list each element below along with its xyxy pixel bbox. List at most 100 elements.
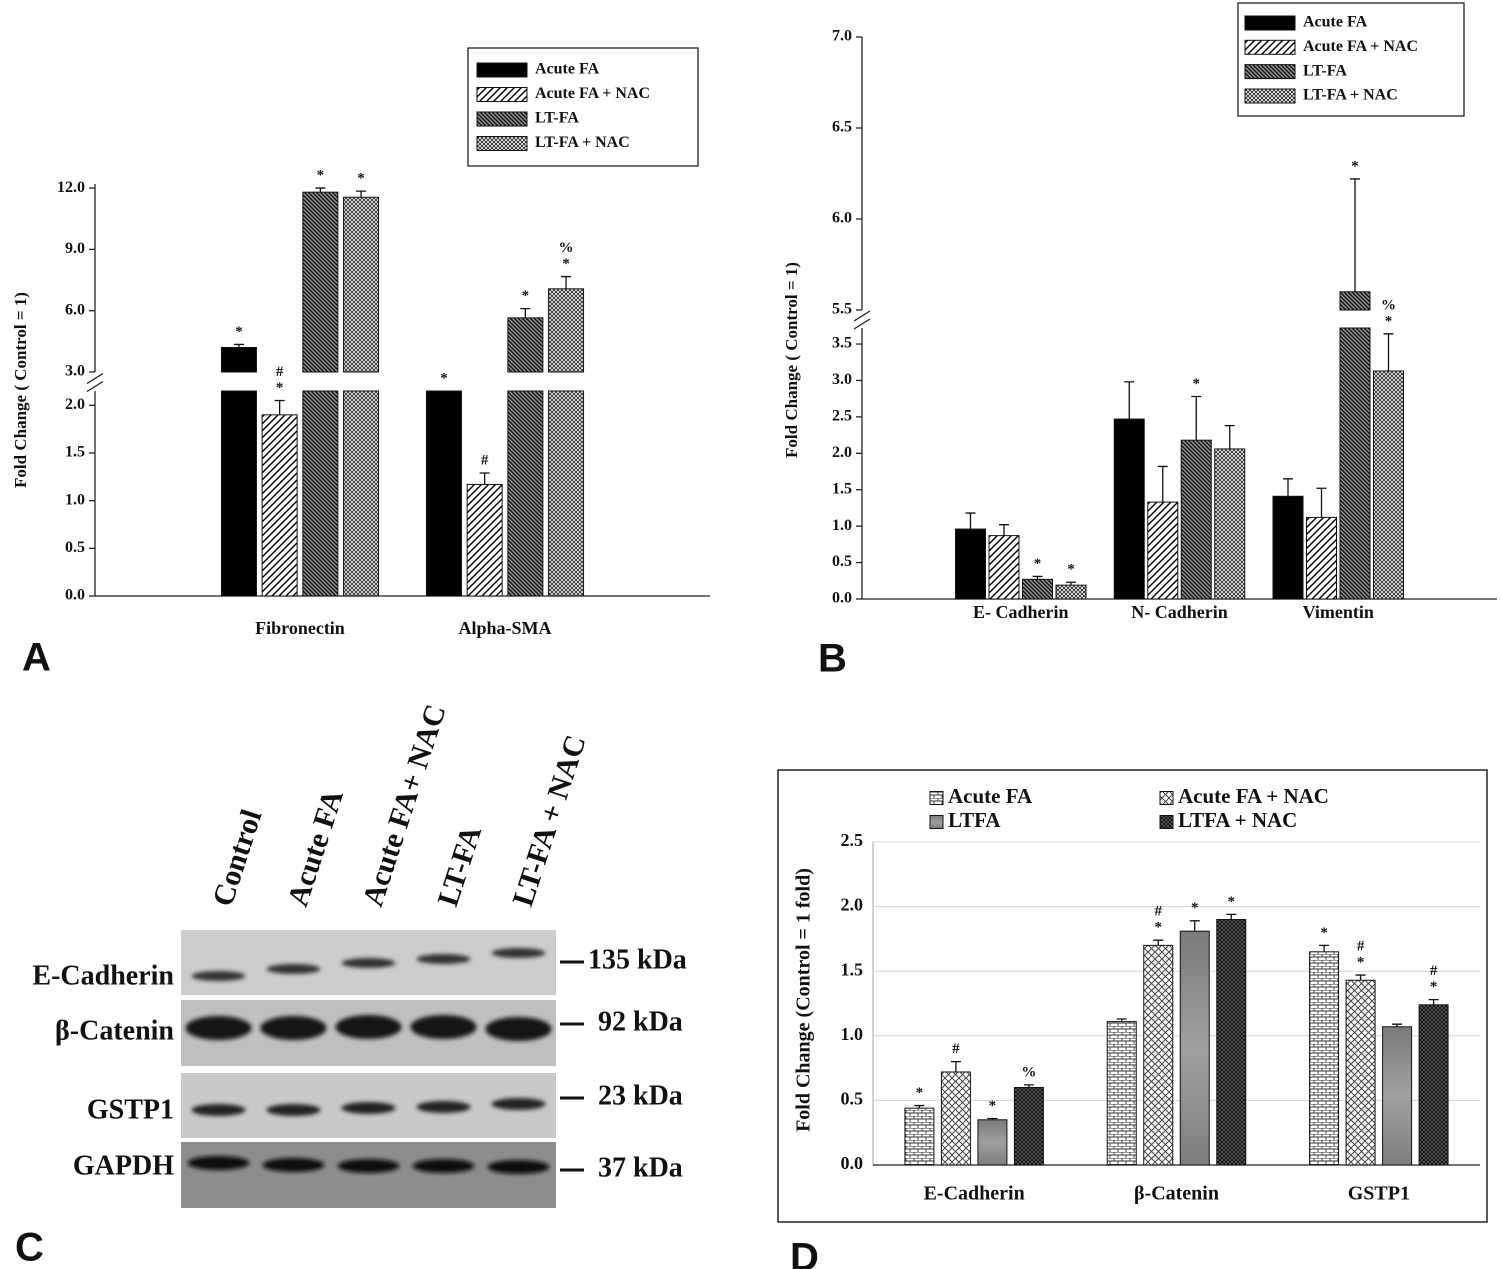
band xyxy=(416,1101,471,1113)
bar xyxy=(1339,291,1371,311)
y-tick-label: 0.0 xyxy=(832,590,852,607)
significance-mark: * xyxy=(317,168,325,184)
y-tick-label: 6.0 xyxy=(832,210,852,227)
bar xyxy=(1339,327,1371,600)
error-bar xyxy=(1350,178,1360,292)
significance-mark: # xyxy=(1155,904,1163,920)
y-tick-label: 6.5 xyxy=(832,119,852,136)
bar xyxy=(302,390,339,597)
significance-mark: * xyxy=(1351,158,1359,174)
legend-label: Acute FA xyxy=(535,61,600,78)
error-bar xyxy=(1032,575,1043,580)
error-bar xyxy=(1066,581,1076,586)
axis-break xyxy=(853,310,871,330)
bar xyxy=(548,288,585,373)
bar xyxy=(904,1107,935,1166)
error-bar xyxy=(1023,1084,1034,1088)
x-tick-label: N- Cadherin xyxy=(1131,602,1228,622)
legend-label: Acute FA xyxy=(1303,14,1368,31)
significance-mark: % xyxy=(1381,297,1396,313)
marker-label: 37 kDa xyxy=(598,1152,683,1183)
y-tick-label: 12.0 xyxy=(57,179,85,196)
x-tick-label: Alpha-SMA xyxy=(458,618,551,638)
significance-mark: * xyxy=(522,288,530,304)
panel-label: B xyxy=(818,637,847,681)
band xyxy=(191,971,246,981)
blot-strip xyxy=(181,1142,556,1208)
band xyxy=(260,1016,327,1040)
error-bar xyxy=(520,308,531,318)
lane-label: LT-FA xyxy=(431,822,488,911)
error-bar xyxy=(1153,939,1164,946)
error-bar xyxy=(1383,333,1394,371)
legend-swatch xyxy=(929,815,944,829)
y-tick-label: 7.0 xyxy=(832,28,852,45)
bar xyxy=(1418,1004,1449,1166)
bar xyxy=(977,1119,1008,1166)
bar xyxy=(988,535,1020,600)
y-tick-label: 3.0 xyxy=(832,371,852,388)
error-bar xyxy=(1189,920,1200,932)
marker-label: 92 kDa xyxy=(598,1006,683,1037)
band xyxy=(487,1160,550,1174)
bar xyxy=(507,390,544,597)
bar xyxy=(1180,439,1212,600)
bar xyxy=(1214,448,1246,600)
significance-mark: * xyxy=(1155,920,1163,936)
significance-mark: # xyxy=(1357,939,1365,955)
y-tick-label: 1.0 xyxy=(65,491,85,508)
significance-mark: * xyxy=(1320,925,1328,941)
error-bar xyxy=(999,524,1009,536)
bar xyxy=(1272,495,1304,600)
error-bar xyxy=(561,275,572,289)
y-tick-label: 1.5 xyxy=(841,959,864,979)
bar xyxy=(1382,1026,1413,1166)
bar xyxy=(1309,951,1340,1166)
protein-label: GAPDH xyxy=(73,1150,174,1181)
error-bar xyxy=(950,1060,961,1072)
error-bar xyxy=(1226,913,1237,920)
significance-mark: * xyxy=(276,380,284,396)
significance-mark: * xyxy=(1357,955,1365,971)
x-tick-label: GSTP1 xyxy=(1348,1183,1410,1205)
error-bar xyxy=(1392,1023,1403,1027)
band xyxy=(187,1156,250,1170)
bar xyxy=(1147,501,1179,600)
y-tick-label: 0.5 xyxy=(841,1089,864,1109)
bar xyxy=(1306,516,1337,600)
significance-mark: * xyxy=(1034,556,1042,572)
y-tick-label: 2.0 xyxy=(65,396,85,413)
y-tick-label: 2.5 xyxy=(832,408,852,425)
significance-mark: * xyxy=(916,1085,924,1101)
y-tick-label: 0.0 xyxy=(841,1153,864,1173)
legend-label: Acute FA + NAC xyxy=(1303,38,1418,55)
band xyxy=(410,1015,477,1039)
lane-label: LT-FA + NAC xyxy=(506,731,592,910)
y-tick-label: 2.5 xyxy=(841,830,864,850)
significance-mark: % xyxy=(559,240,574,256)
bar xyxy=(1022,578,1053,600)
legend-swatch xyxy=(476,136,528,151)
band xyxy=(266,1104,321,1116)
bar xyxy=(548,390,585,597)
legend-label: LTFA + NAC xyxy=(1178,808,1297,832)
panel-label: A xyxy=(22,636,51,680)
x-tick-label: Vimentin xyxy=(1303,602,1374,622)
bar xyxy=(425,390,462,597)
bar xyxy=(955,528,986,600)
band xyxy=(266,964,321,974)
significance-mark: * xyxy=(1228,894,1236,910)
bar xyxy=(466,483,503,597)
error-bar xyxy=(356,190,367,198)
y-tick-label: 1.0 xyxy=(841,1024,864,1044)
legend-label: LT-FA xyxy=(535,110,579,127)
lane-label: Acute FA xyxy=(281,785,350,910)
y-tick-label: 6.0 xyxy=(65,301,85,318)
legend-label: LTFA xyxy=(948,808,1001,832)
significance-mark: * xyxy=(1193,376,1201,392)
y-tick-label: 9.0 xyxy=(65,240,85,257)
significance-mark: % xyxy=(1021,1064,1036,1080)
bar xyxy=(343,390,380,597)
legend-label: Acute FA + NAC xyxy=(1178,784,1329,808)
